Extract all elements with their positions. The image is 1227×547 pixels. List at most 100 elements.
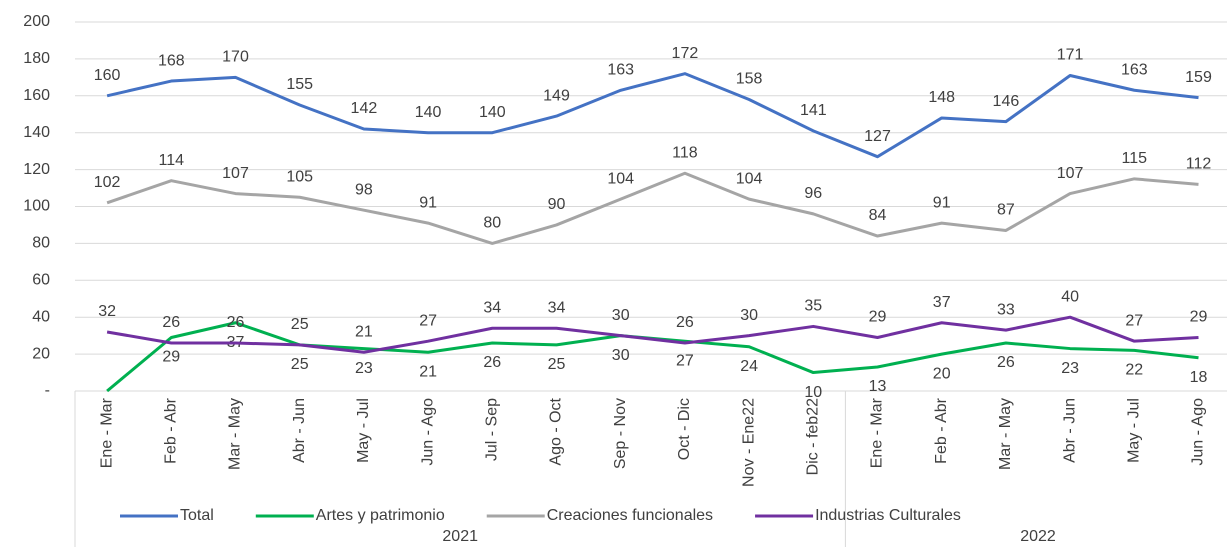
- data-label: 26: [483, 354, 501, 371]
- data-label: 163: [1121, 61, 1148, 78]
- data-label: 163: [607, 61, 634, 78]
- data-label: 158: [736, 71, 763, 88]
- data-label: 27: [676, 352, 694, 369]
- data-label: 159: [1185, 69, 1212, 86]
- data-label: 29: [162, 349, 180, 366]
- data-label: 35: [804, 298, 822, 315]
- legend-label: Total: [180, 507, 214, 524]
- x-tick-label: Dic - feb22: [805, 398, 822, 475]
- data-label: -: [104, 402, 109, 419]
- x-tick-label: Sep - Nov: [612, 398, 629, 469]
- y-tick-label: 100: [23, 198, 50, 215]
- x-tick-label: Ago - Oct: [548, 397, 565, 465]
- x-tick-label: Jun - Ago: [1190, 398, 1207, 466]
- data-label: 90: [548, 196, 566, 213]
- series-line: [106, 72, 1199, 159]
- group-label: 2022: [1020, 528, 1056, 545]
- data-label: 172: [672, 45, 699, 62]
- group-label: 2021: [442, 528, 478, 545]
- data-label: 18: [1190, 369, 1208, 386]
- data-label: 21: [355, 323, 373, 340]
- x-tick-label: Abr - Jun: [291, 398, 308, 463]
- data-label: 34: [548, 299, 566, 316]
- series-line: [106, 321, 1199, 393]
- data-label: 23: [355, 360, 373, 377]
- data-label: 115: [1122, 150, 1148, 167]
- data-label: 24: [740, 358, 758, 375]
- data-label: 91: [419, 194, 437, 211]
- data-label: 104: [736, 170, 763, 187]
- x-tick-label: Mar - May: [997, 398, 1014, 470]
- y-tick-label: 20: [32, 345, 50, 362]
- data-label: 40: [1061, 288, 1079, 305]
- legend-label: Artes y patrimonio: [316, 507, 445, 524]
- y-tick-label: 60: [32, 272, 50, 289]
- data-label: 148: [928, 89, 955, 106]
- data-label: 102: [94, 174, 121, 191]
- data-label: 105: [286, 168, 313, 185]
- series-line: [106, 315, 1199, 354]
- data-label: 96: [804, 185, 822, 202]
- series-line: [106, 171, 1199, 245]
- data-label: 26: [997, 354, 1015, 371]
- y-tick-label: 160: [23, 87, 50, 104]
- data-label: 29: [869, 309, 887, 326]
- data-label: 20: [933, 365, 951, 382]
- x-tick-label: Ene - Mar: [98, 397, 115, 468]
- data-label: 25: [291, 316, 309, 333]
- data-label: 107: [222, 165, 249, 182]
- data-label: 80: [483, 215, 501, 232]
- x-tick-label: Oct - Dic: [676, 398, 693, 460]
- data-label: 142: [351, 100, 378, 117]
- data-label: 13: [869, 378, 887, 395]
- x-tick-label: Feb - Abr: [933, 397, 950, 463]
- y-tick-label: 200: [23, 13, 50, 30]
- data-label: 32: [98, 303, 116, 320]
- data-label: 118: [672, 145, 698, 162]
- x-tick-label: Mar - May: [227, 398, 244, 470]
- data-label: 21: [419, 363, 437, 380]
- y-tick-label: -: [45, 382, 50, 399]
- data-label: 27: [1125, 312, 1143, 329]
- x-tick-label: Jun - Ago: [419, 398, 436, 466]
- y-tick-label: 140: [23, 124, 50, 141]
- data-label: 27: [419, 312, 437, 329]
- data-label: 149: [543, 87, 570, 104]
- data-label: 26: [162, 314, 180, 331]
- data-label: 140: [415, 104, 442, 121]
- data-label: 107: [1057, 165, 1084, 182]
- data-label: 30: [740, 307, 758, 324]
- data-label: 37: [933, 294, 951, 311]
- data-label: 160: [94, 67, 121, 84]
- data-label: 25: [291, 356, 309, 373]
- x-tick-label: Jul - Sep: [484, 398, 501, 461]
- data-label: 10: [804, 384, 822, 401]
- data-label: 34: [483, 299, 501, 316]
- y-tick-label: 120: [23, 161, 50, 178]
- x-tick-label: Abr - Jun: [1061, 398, 1078, 463]
- data-label: 146: [993, 93, 1020, 110]
- data-label: 91: [933, 194, 951, 211]
- data-label: 168: [158, 52, 185, 69]
- data-label: 155: [286, 76, 313, 93]
- data-label: 140: [479, 104, 506, 121]
- x-tick-label: May - Jul: [1126, 398, 1143, 463]
- data-label: 22: [1125, 362, 1143, 379]
- data-label: 84: [869, 207, 887, 224]
- data-label: 112: [1186, 156, 1212, 173]
- data-label: 23: [1061, 360, 1079, 377]
- x-tick-label: May - Jul: [355, 398, 372, 463]
- x-tick-label: Feb - Abr: [163, 397, 180, 463]
- data-label: 33: [997, 301, 1015, 318]
- x-tick-label: Ene - Mar: [869, 397, 886, 468]
- data-label: 25: [548, 356, 566, 373]
- data-label: 30: [612, 307, 630, 324]
- data-label: 127: [864, 128, 891, 145]
- data-label: 26: [676, 314, 694, 331]
- data-label: 87: [997, 202, 1015, 219]
- data-label: 141: [800, 102, 827, 119]
- legend-label: Creaciones funcionales: [547, 507, 713, 524]
- data-label: 171: [1057, 47, 1084, 64]
- y-tick-label: 40: [32, 308, 50, 325]
